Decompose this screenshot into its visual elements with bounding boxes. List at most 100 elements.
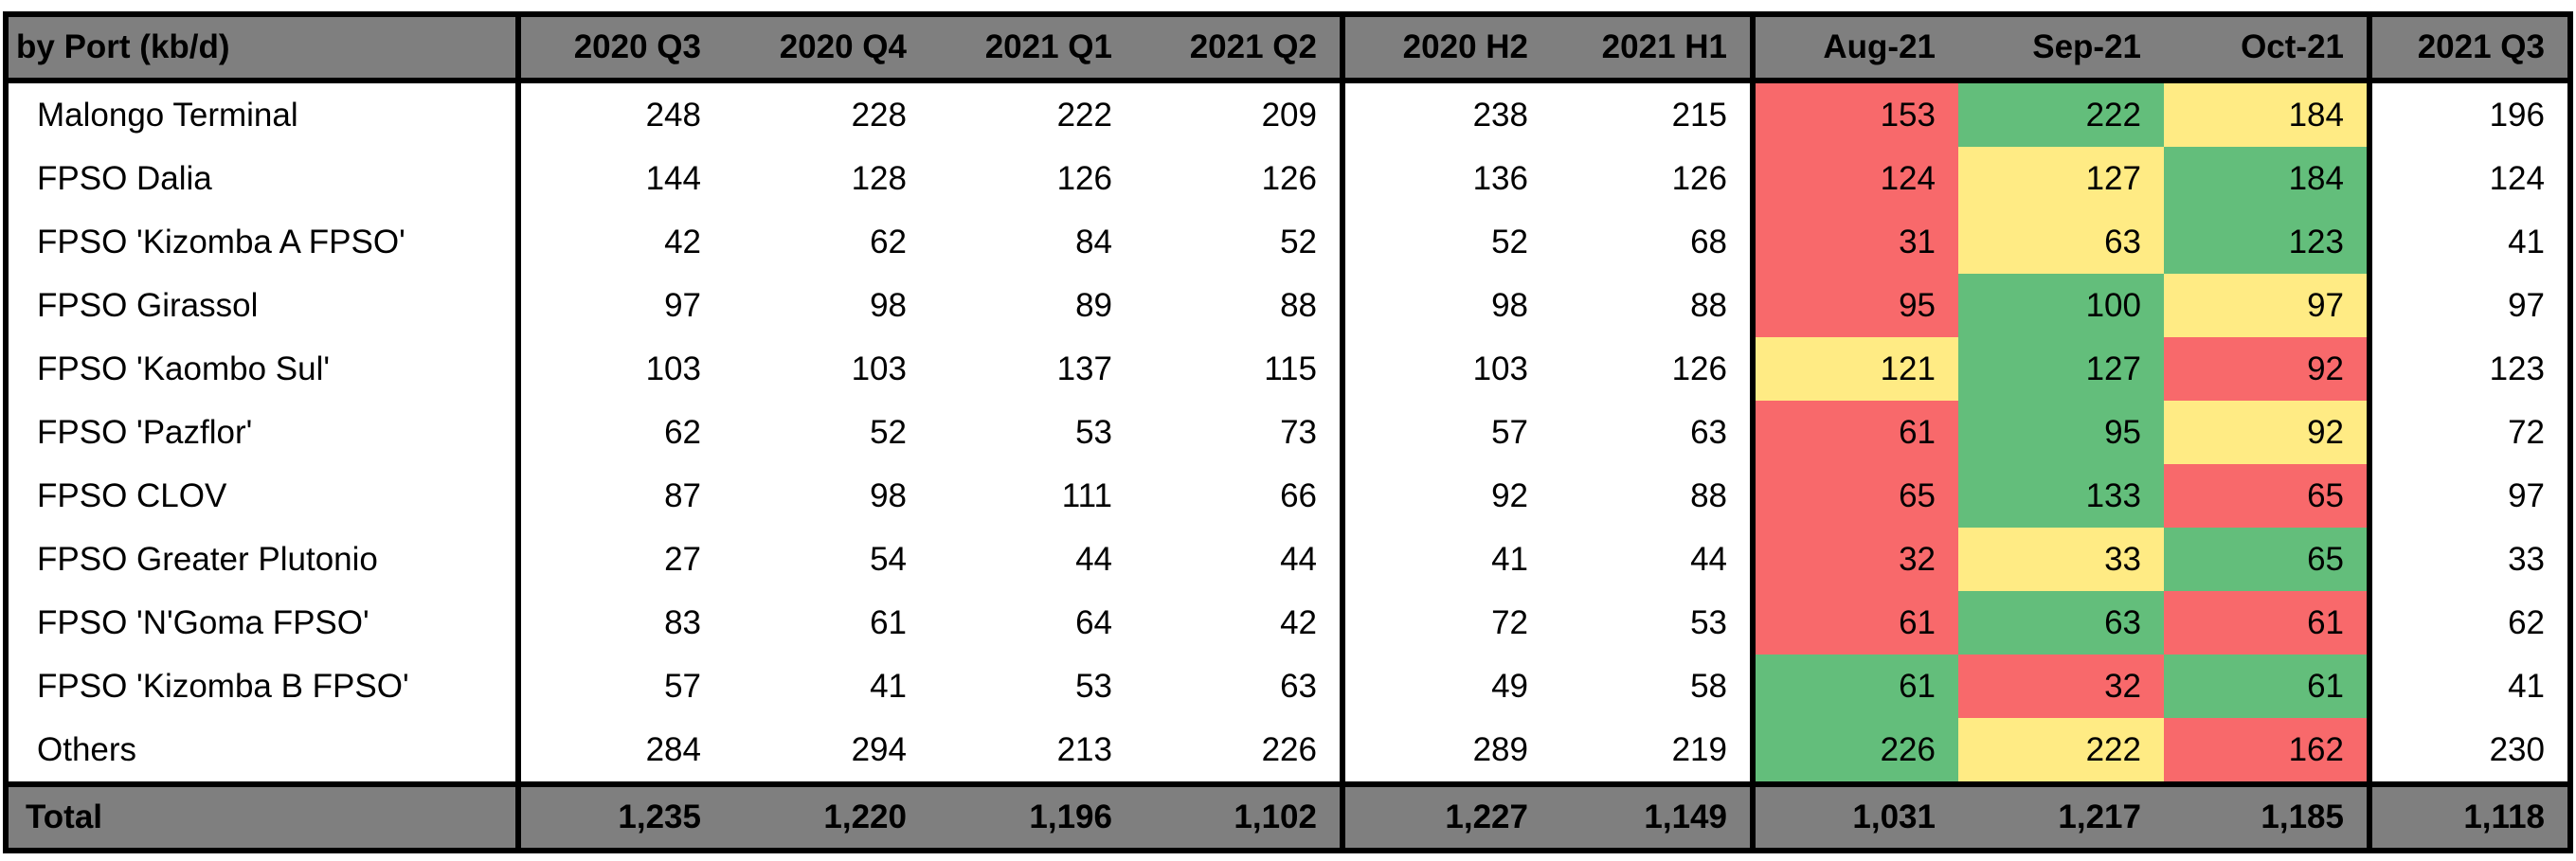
value-cell: 41 bbox=[1491, 540, 1528, 578]
value-cell: 248 bbox=[645, 96, 701, 134]
value-cell: 61 bbox=[2164, 591, 2372, 655]
value-cell: 111 bbox=[1061, 476, 1112, 514]
value-cell: 33 bbox=[2508, 540, 2545, 578]
value-cell: 123 bbox=[2164, 210, 2372, 274]
value-cell: 89 bbox=[1075, 286, 1112, 324]
value-cell: 72 bbox=[1491, 603, 1528, 641]
value-cell: 53 bbox=[1075, 667, 1112, 705]
port-table: by Port (kb/d) 2020 Q3 2020 Q4 2021 Q1 2021 … bbox=[3, 11, 2573, 853]
value-cell: 162 bbox=[2164, 718, 2372, 784]
header-cell: Sep-21 bbox=[1958, 14, 2164, 83]
value-cell: 72 bbox=[2508, 413, 2545, 451]
value-cell: 215 bbox=[1551, 81, 1756, 147]
value-cell: 98 bbox=[1491, 286, 1528, 324]
value-cell: 123 bbox=[2489, 350, 2545, 387]
value-cell: 136 bbox=[1472, 159, 1528, 197]
value-cell: 92 bbox=[2164, 337, 2372, 401]
value-cell: 31 bbox=[1753, 210, 1958, 274]
value-cell: 126 bbox=[1056, 159, 1112, 197]
total-cell: 1,227 bbox=[1342, 781, 1551, 851]
value-cell: 63 bbox=[1958, 210, 2164, 274]
value-cell: 57 bbox=[1491, 413, 1528, 451]
total-cell: 1,149 bbox=[1551, 781, 1756, 851]
value-cell: 127 bbox=[1958, 147, 2164, 210]
value-cell: 97 bbox=[2508, 286, 2545, 324]
value-cell: 213 bbox=[1056, 730, 1112, 768]
total-cell: 1,217 bbox=[1958, 781, 2164, 851]
row-label: FPSO Dalia bbox=[6, 147, 521, 210]
value-cell: 53 bbox=[1075, 413, 1112, 451]
value-cell: 64 bbox=[1075, 603, 1112, 641]
data-row: FPSO 'Pazflor' 62 52 53 73 57 63 61 95 92 72 bbox=[6, 401, 2570, 464]
row-label: FPSO 'Kizomba A FPSO' bbox=[6, 210, 521, 274]
value-cell: 61 bbox=[870, 603, 907, 641]
value-cell: 42 bbox=[1135, 591, 1345, 655]
value-cell: 63 bbox=[1135, 655, 1345, 718]
total-cell: 1,118 bbox=[2369, 781, 2570, 851]
header-cell: 2021 Q2 bbox=[1135, 14, 1345, 83]
value-cell: 226 bbox=[1753, 718, 1958, 784]
row-label: Malongo Terminal bbox=[6, 81, 521, 147]
header-cell: 2020 H2 bbox=[1342, 14, 1551, 83]
value-cell: 92 bbox=[2164, 401, 2372, 464]
value-cell: 49 bbox=[1491, 667, 1528, 705]
value-cell: 42 bbox=[664, 223, 701, 260]
data-row: Others 284 294 213 226 289 219 226 222 162 230 bbox=[6, 718, 2570, 784]
value-cell: 54 bbox=[870, 540, 907, 578]
header-row: by Port (kb/d) 2020 Q3 2020 Q4 2021 Q1 2021 … bbox=[6, 14, 2570, 83]
value-cell: 44 bbox=[1135, 528, 1345, 591]
header-cell: Oct-21 bbox=[2164, 14, 2372, 83]
total-cell: 1,235 bbox=[518, 781, 724, 851]
value-cell: 44 bbox=[1551, 528, 1756, 591]
value-cell: 97 bbox=[2508, 476, 2545, 514]
total-cell: 1,102 bbox=[1135, 781, 1345, 851]
value-cell: 92 bbox=[1491, 476, 1528, 514]
value-cell: 184 bbox=[2164, 147, 2372, 210]
value-cell: 32 bbox=[1753, 528, 1958, 591]
value-cell: 65 bbox=[2164, 464, 2372, 528]
value-cell: 121 bbox=[1753, 337, 1958, 401]
value-cell: 63 bbox=[1551, 401, 1756, 464]
value-cell: 44 bbox=[1075, 540, 1112, 578]
value-cell: 88 bbox=[1551, 464, 1756, 528]
total-cell: 1,220 bbox=[724, 781, 929, 851]
value-cell: 222 bbox=[1958, 81, 2164, 147]
value-cell: 52 bbox=[1491, 223, 1528, 260]
value-cell: 133 bbox=[1958, 464, 2164, 528]
total-cell: 1,031 bbox=[1753, 781, 1958, 851]
value-cell: 294 bbox=[851, 730, 907, 768]
value-cell: 126 bbox=[1551, 337, 1756, 401]
data-row: Malongo Terminal 248 228 222 209 238 215 153 222… bbox=[6, 81, 2570, 147]
value-cell: 128 bbox=[851, 159, 907, 197]
value-cell: 95 bbox=[1958, 401, 2164, 464]
header-cell: by Port (kb/d) bbox=[6, 14, 521, 83]
value-cell: 27 bbox=[664, 540, 701, 578]
data-row: FPSO CLOV 87 98 111 66 92 88 65 133 65 97 bbox=[6, 464, 2570, 528]
data-row: FPSO Greater Plutonio 27 54 44 44 41 44 32 33 65 3… bbox=[6, 528, 2570, 591]
value-cell: 57 bbox=[664, 667, 701, 705]
value-cell: 41 bbox=[2508, 667, 2545, 705]
value-cell: 226 bbox=[1135, 718, 1345, 784]
value-cell: 95 bbox=[1753, 274, 1958, 337]
value-cell: 289 bbox=[1472, 730, 1528, 768]
value-cell: 87 bbox=[664, 476, 701, 514]
value-cell: 62 bbox=[664, 413, 701, 451]
header-cell: 2021 Q3 bbox=[2369, 14, 2570, 83]
value-cell: 137 bbox=[1056, 350, 1112, 387]
value-cell: 103 bbox=[645, 350, 701, 387]
value-cell: 209 bbox=[1135, 81, 1345, 147]
value-cell: 84 bbox=[1075, 223, 1112, 260]
value-cell: 196 bbox=[2489, 96, 2545, 134]
value-cell: 103 bbox=[851, 350, 907, 387]
total-label: Total bbox=[6, 781, 521, 851]
value-cell: 144 bbox=[645, 159, 701, 197]
value-cell: 53 bbox=[1551, 591, 1756, 655]
value-cell: 88 bbox=[1135, 274, 1345, 337]
value-cell: 41 bbox=[870, 667, 907, 705]
header-cell: 2020 Q4 bbox=[724, 14, 929, 83]
value-cell: 97 bbox=[2164, 274, 2372, 337]
value-cell: 61 bbox=[1753, 655, 1958, 718]
value-cell: 61 bbox=[1753, 401, 1958, 464]
value-cell: 100 bbox=[1958, 274, 2164, 337]
